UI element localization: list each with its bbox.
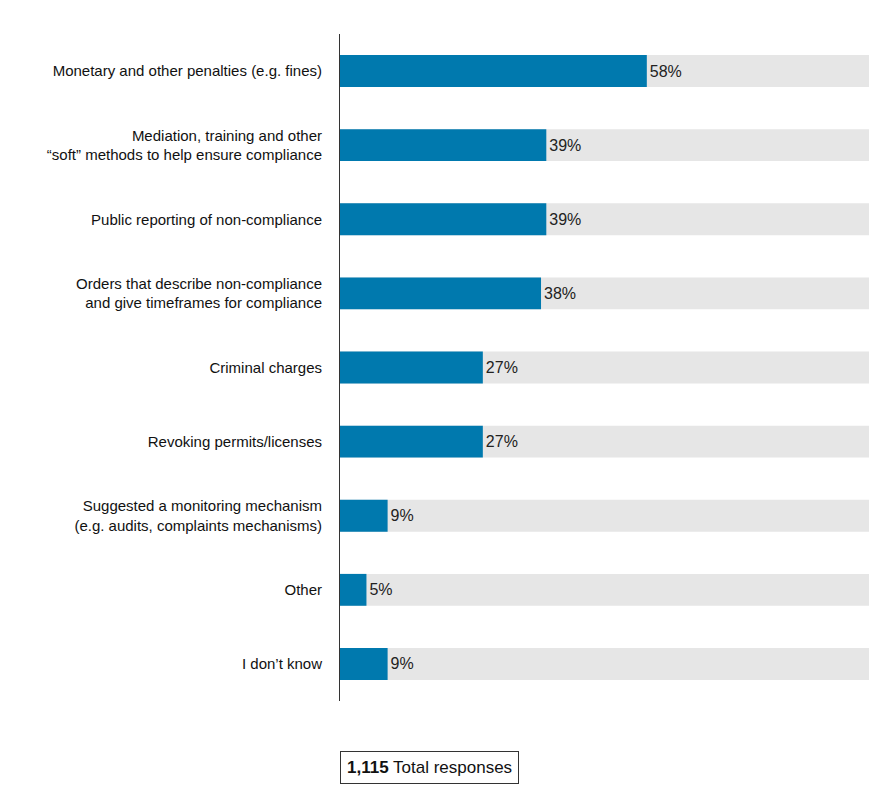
svg-text:Mediation, training and other“: Mediation, training and other“soft” meth… — [47, 127, 322, 164]
svg-text:38%: 38% — [544, 285, 576, 302]
svg-text:9%: 9% — [391, 507, 414, 524]
svg-text:Other: Other — [284, 581, 322, 598]
svg-text:I don’t know: I don’t know — [242, 655, 322, 672]
svg-text:Criminal charges: Criminal charges — [209, 359, 322, 376]
svg-text:Revoking permits/licenses: Revoking permits/licenses — [148, 433, 322, 450]
svg-text:39%: 39% — [549, 137, 581, 154]
svg-text:27%: 27% — [486, 359, 518, 376]
svg-text:Monetary and other penalties (: Monetary and other penalties (e.g. fines… — [53, 62, 322, 79]
svg-text:Public reporting of non-compli: Public reporting of non-compliance — [91, 211, 322, 228]
svg-text:9%: 9% — [391, 655, 414, 672]
svg-text:39%: 39% — [549, 211, 581, 228]
svg-text:27%: 27% — [486, 433, 518, 450]
svg-text:58%: 58% — [650, 63, 682, 80]
svg-text:Suggested a monitoring mechani: Suggested a monitoring mechanism(e.g. au… — [74, 497, 322, 534]
svg-text:Orders that describe non-compl: Orders that describe non-complianceand g… — [76, 275, 322, 312]
svg-text:5%: 5% — [369, 581, 392, 598]
svg-text:1,115 Total responses: 1,115 Total responses — [347, 758, 512, 777]
